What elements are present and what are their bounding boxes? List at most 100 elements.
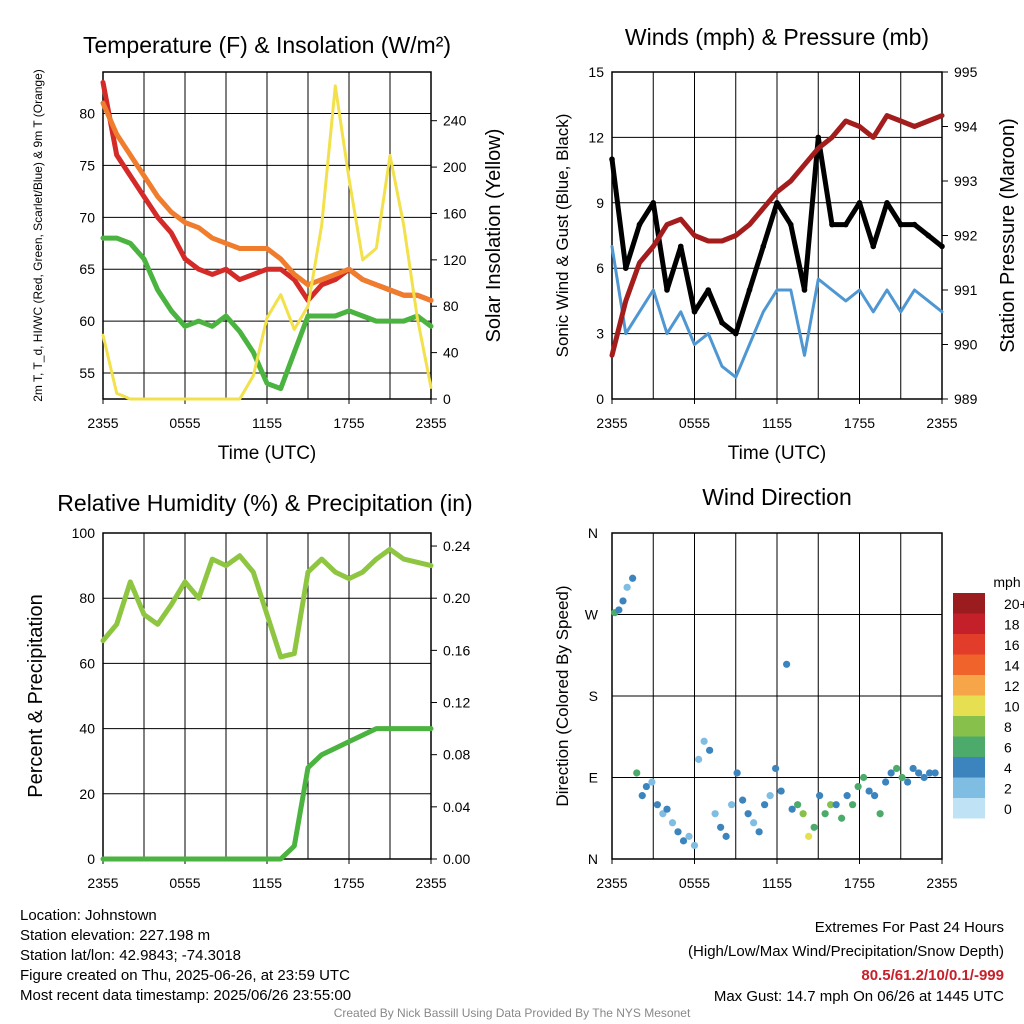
direction-point <box>777 787 785 795</box>
gust-point <box>636 221 643 228</box>
y2-tick-label: 0.12 <box>443 695 470 711</box>
direction-point <box>843 792 851 800</box>
direction-point <box>642 782 650 791</box>
x-tick-label: 2355 <box>596 415 627 431</box>
gust-point <box>746 287 753 293</box>
direction-point <box>838 814 846 822</box>
y-tick-label: 70 <box>79 209 95 225</box>
direction-point <box>860 773 868 782</box>
x-tick-label: 2355 <box>87 415 118 431</box>
x-tick-label: 2355 <box>415 875 446 891</box>
series-precip <box>100 726 434 862</box>
gust-point <box>801 287 808 293</box>
y-tick-label: 0 <box>87 851 95 867</box>
direction-point <box>887 769 895 777</box>
gust-point <box>677 243 684 250</box>
chart-title-1: Temperature (F) & Insolation (W/m²) <box>83 32 451 58</box>
colorbar-swatch <box>953 736 985 757</box>
direction-point <box>827 801 835 809</box>
direction-point <box>668 819 677 827</box>
y-tick-label: 65 <box>79 261 95 277</box>
direction-point <box>619 597 627 605</box>
x-tick-label: 1155 <box>252 875 282 891</box>
direction-point <box>794 801 802 809</box>
direction-point <box>788 805 796 813</box>
series-solar <box>101 84 433 401</box>
direction-point <box>695 755 703 763</box>
chart-title-4: Wind Direction <box>702 484 852 510</box>
gust-point <box>856 200 863 206</box>
colorbar-unit: mph <box>993 574 1020 590</box>
direction-point <box>755 828 763 836</box>
x-tick-label: 2355 <box>415 415 446 431</box>
extremes-heading: Extremes For Past 24 Hours <box>814 919 1004 936</box>
y2-tick-label: 993 <box>954 173 978 189</box>
colorbar-swatch <box>953 654 985 675</box>
direction-point <box>679 837 688 845</box>
gust-point <box>760 243 767 250</box>
colorbar-swatch <box>953 634 985 655</box>
direction-point <box>638 792 646 800</box>
x-tick-label: 1155 <box>762 415 792 431</box>
y2-tick-label: 240 <box>443 113 467 129</box>
y-tick-label: 3 <box>596 326 604 342</box>
elevation-text: Station elevation: 227.198 m <box>20 927 211 944</box>
gust-point <box>884 200 890 206</box>
x-tick-label: 1755 <box>844 415 875 431</box>
x-tick-label: 2355 <box>926 415 957 431</box>
y2-tick-label: 0.24 <box>443 538 470 554</box>
direction-point <box>810 823 818 831</box>
x-tick-label: 2355 <box>87 875 118 891</box>
direction-point <box>783 660 791 668</box>
gust-point <box>939 243 945 250</box>
colorbar-label: 14 <box>1004 658 1020 674</box>
y2-tick-label: 990 <box>954 337 978 353</box>
y2-tick-label: 200 <box>443 159 467 175</box>
y-tick-label: 100 <box>72 525 96 541</box>
colorbar-swatch <box>953 593 985 614</box>
y-tick-label: 75 <box>79 157 95 173</box>
credit-text: Created By Nick Bassill Using Data Provi… <box>333 1006 691 1020</box>
direction-point <box>706 746 714 754</box>
direction-point <box>761 801 769 809</box>
y2-tick-label: 120 <box>443 252 467 268</box>
chart-title-3: Relative Humidity (%) & Precipitation (i… <box>57 490 472 516</box>
y2-tick-label: 40 <box>443 345 459 361</box>
x-tick-label: 2355 <box>926 875 957 891</box>
gust-point <box>925 232 932 239</box>
series-wind <box>610 244 944 379</box>
direction-point <box>920 773 928 782</box>
direction-point <box>750 819 758 827</box>
gust-point <box>897 221 904 228</box>
direction-point <box>799 810 807 818</box>
direction-point <box>728 801 736 809</box>
y2-tick-label: 0 <box>443 391 451 407</box>
colorbar-label: 16 <box>1004 637 1020 653</box>
y2-tick-label: 0.04 <box>443 799 470 815</box>
extremes-values: 80.5/61.2/10/0.1/-999 <box>861 967 1004 984</box>
direction-point <box>849 801 857 809</box>
direction-point <box>766 792 774 800</box>
latlon-text: Station lat/lon: 42.9843; -74.3018 <box>20 947 242 964</box>
direction-point <box>685 832 693 840</box>
y-tick-label: S <box>589 688 598 704</box>
direction-point <box>733 769 741 777</box>
colorbar-label: 20+ <box>1004 596 1024 612</box>
direction-point <box>876 810 884 818</box>
direction-point <box>739 796 747 804</box>
direction-point <box>805 832 813 840</box>
max-gust-text: Max Gust: 14.7 mph On 06/26 at 1445 UTC <box>713 988 1004 1005</box>
direction-point <box>722 832 730 840</box>
y-tick-label: 20 <box>79 786 95 802</box>
y-tick-label: 0 <box>596 391 604 407</box>
series-pressure <box>609 113 945 358</box>
gust-point <box>911 221 918 228</box>
colorbar-label: 10 <box>1004 699 1020 715</box>
y-tick-label: 15 <box>588 64 604 80</box>
y2-axis-label: Station Pressure (Maroon) <box>997 118 1019 353</box>
plot-frame <box>102 71 432 400</box>
colorbar-label: 0 <box>1004 801 1012 817</box>
gust-point <box>829 221 835 228</box>
y-tick-label: 9 <box>596 195 604 211</box>
